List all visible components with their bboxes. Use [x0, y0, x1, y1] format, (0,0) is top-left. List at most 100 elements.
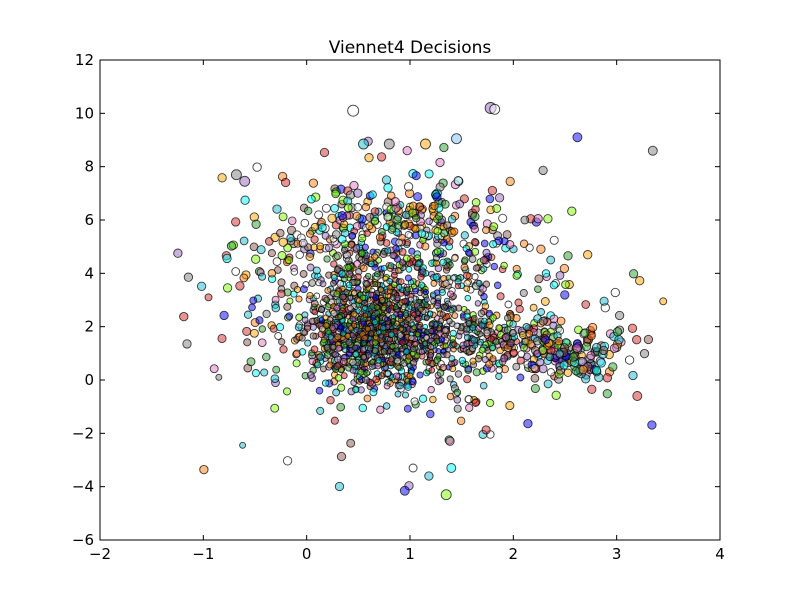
- scatter-point: [368, 260, 375, 268]
- scatter-point: [361, 243, 369, 251]
- scatter-point: [512, 271, 521, 280]
- scatter-point: [536, 358, 545, 367]
- scatter-point: [580, 328, 590, 338]
- scatter-point: [450, 227, 459, 236]
- scatter-point: [388, 331, 395, 338]
- y-tick-label: −6: [72, 531, 94, 549]
- scatter-point: [395, 238, 403, 247]
- outlier-point: [647, 145, 658, 156]
- scatter-point: [512, 314, 521, 323]
- scatter-point: [498, 213, 508, 223]
- scatter-point: [367, 330, 375, 337]
- scatter-point: [278, 237, 288, 247]
- scatter-point: [391, 281, 398, 289]
- scatter-point: [404, 383, 412, 391]
- scatter-point: [404, 286, 411, 293]
- scatter-point: [614, 310, 625, 321]
- scatter-point: [334, 333, 342, 341]
- outlier-point: [239, 441, 247, 449]
- scatter-point: [393, 215, 402, 224]
- scatter-point: [454, 282, 462, 290]
- scatter-point: [376, 152, 387, 162]
- scatter-point: [609, 343, 620, 353]
- scatter-point: [460, 305, 468, 313]
- scatter-point: [463, 325, 471, 333]
- scatter-point: [310, 345, 319, 354]
- scatter-point: [173, 248, 183, 258]
- scatter-point: [517, 350, 526, 358]
- scatter-point: [364, 325, 372, 333]
- scatter-point: [624, 355, 635, 365]
- scatter-point: [427, 352, 435, 359]
- y-tick-label: 2: [84, 318, 94, 336]
- scatter-point: [409, 350, 416, 357]
- scatter-point: [495, 366, 504, 374]
- scatter-point: [319, 365, 327, 373]
- scatter-point: [351, 322, 358, 329]
- scatter-point: [334, 481, 345, 492]
- scatter-point: [471, 247, 480, 256]
- scatter-point: [239, 236, 249, 246]
- scatter-point: [303, 206, 313, 216]
- scatter-point: [278, 212, 288, 222]
- scatter-point: [647, 420, 657, 430]
- scatter-point: [521, 337, 530, 346]
- scatter-point: [353, 203, 363, 212]
- x-tick-label: 2: [509, 545, 519, 563]
- scatter-point: [402, 145, 412, 156]
- scatter-point: [350, 310, 358, 318]
- scatter-point: [608, 362, 618, 372]
- scatter-point: [423, 302, 430, 309]
- scatter-point: [348, 232, 357, 240]
- scatter-point: [380, 304, 387, 311]
- scatter-point: [279, 345, 288, 354]
- scatter-point: [422, 340, 429, 347]
- scatter-point: [433, 337, 441, 345]
- scatter-point: [525, 329, 534, 338]
- scatter-point: [387, 336, 394, 343]
- scatter-point: [336, 280, 344, 288]
- scatter-point: [469, 324, 477, 332]
- scatter-point: [559, 360, 569, 370]
- scatter-point: [378, 372, 386, 380]
- scatter-point: [327, 213, 337, 223]
- scatter-point: [434, 264, 443, 273]
- scatter-point: [415, 316, 422, 323]
- scatter-point: [577, 357, 587, 366]
- scatter-point: [384, 316, 390, 323]
- scatter-point: [351, 289, 358, 297]
- scatter-point: [308, 357, 317, 366]
- scatter-point: [433, 227, 442, 236]
- scatter-point: [411, 311, 418, 318]
- scatter-point: [428, 366, 436, 374]
- scatter-point: [243, 338, 252, 347]
- scatter-point: [334, 374, 343, 382]
- scatter-point: [317, 223, 327, 233]
- scatter-point: [439, 142, 449, 153]
- scatter-point: [460, 263, 469, 272]
- scatter-point: [500, 237, 509, 246]
- outlier-point: [215, 373, 223, 381]
- scatter-point: [530, 373, 540, 383]
- scatter-point: [369, 359, 376, 366]
- scatter-point: [408, 247, 416, 255]
- scatter-point: [479, 256, 488, 264]
- scatter-point: [394, 294, 401, 302]
- outlier-point: [408, 463, 418, 473]
- scatter-point: [313, 317, 321, 324]
- scatter-point: [362, 305, 368, 311]
- scatter-point: [360, 354, 367, 361]
- scatter-point: [280, 177, 291, 188]
- x-tick-label: 0: [302, 545, 312, 563]
- scatter-point: [405, 266, 413, 273]
- scatter-point: [545, 352, 554, 361]
- scatter-point: [435, 157, 445, 168]
- scatter-point: [480, 265, 488, 273]
- scatter-point: [304, 339, 312, 347]
- y-tick-label: −4: [72, 478, 94, 496]
- scatter-point: [352, 350, 360, 358]
- scatter-point: [272, 365, 281, 374]
- scatter-point: [559, 263, 570, 274]
- scatter-point: [347, 304, 354, 312]
- scatter-point: [313, 292, 321, 300]
